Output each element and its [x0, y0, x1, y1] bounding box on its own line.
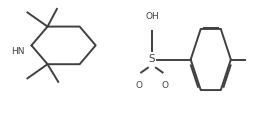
Text: HN: HN	[11, 47, 25, 56]
Text: O: O	[162, 81, 169, 90]
Text: OH: OH	[145, 12, 159, 21]
Text: O: O	[135, 81, 142, 90]
Text: S: S	[148, 55, 155, 64]
